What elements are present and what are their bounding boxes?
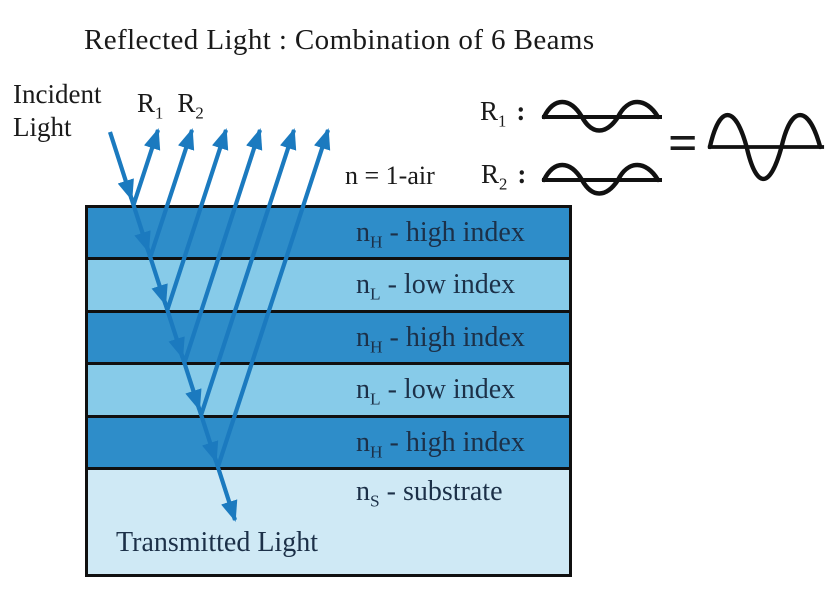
air-index-label: n = 1-air bbox=[345, 161, 435, 190]
transmitted-light-label: Transmitted Light bbox=[116, 527, 318, 558]
diagram-title: Reflected Light : Combination of 6 Beams bbox=[84, 24, 595, 56]
layer-label: nH - high index bbox=[356, 321, 525, 357]
layer-low-index-1: nL - low index bbox=[88, 260, 569, 313]
layer-label: nH - high index bbox=[356, 216, 525, 252]
layer-high-index-3: nH - high index bbox=[88, 418, 569, 470]
reflected-beam-1 bbox=[131, 128, 161, 206]
legend-r1-label: R1: bbox=[480, 96, 526, 131]
combined-wave-icon bbox=[707, 113, 825, 181]
layer-label: nS - substrate bbox=[356, 476, 503, 511]
layer-label: nH - high index bbox=[356, 426, 525, 462]
thin-film-stack: nH - high index nL - low index nH - high… bbox=[85, 205, 572, 577]
reflected-beam-labels: R1 R2 bbox=[137, 88, 218, 123]
incident-beam-arrowhead bbox=[117, 178, 134, 201]
layer-label: nL - low index bbox=[356, 269, 516, 304]
equals-sign: = bbox=[668, 115, 698, 172]
layer-high-index-1: nH - high index bbox=[88, 208, 569, 260]
layer-label: nL - low index bbox=[356, 374, 516, 409]
r2-wave-icon bbox=[541, 162, 662, 196]
r2-label: R2 bbox=[177, 88, 204, 123]
r1-label: R1 bbox=[137, 88, 164, 123]
layer-high-index-2: nH - high index bbox=[88, 313, 569, 365]
r1-wave-icon bbox=[541, 99, 662, 133]
legend-r2-label: R2: bbox=[481, 159, 527, 194]
layer-low-index-2: nL - low index bbox=[88, 365, 569, 418]
incident-light-label: Incident Light bbox=[13, 79, 102, 142]
